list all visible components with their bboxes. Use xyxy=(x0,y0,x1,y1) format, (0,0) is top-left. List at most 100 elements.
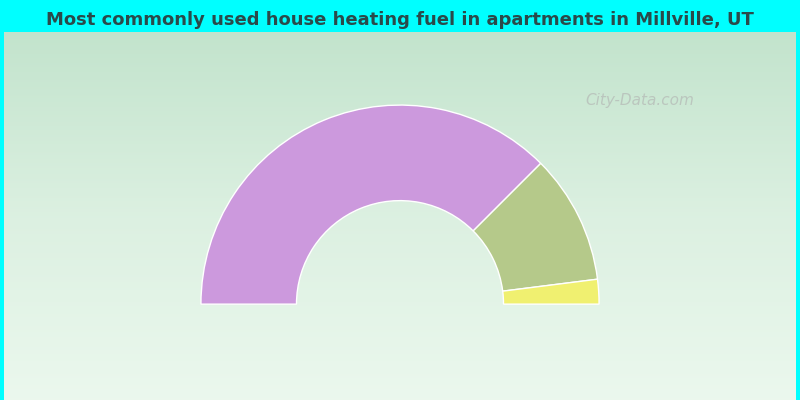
Bar xyxy=(4,271,796,273)
Bar xyxy=(4,52,796,54)
Bar xyxy=(4,354,796,356)
Bar xyxy=(4,118,796,120)
Bar xyxy=(4,216,796,218)
Bar xyxy=(4,34,796,36)
Bar xyxy=(4,100,796,102)
Bar xyxy=(4,92,796,94)
Bar xyxy=(4,96,796,98)
Bar xyxy=(4,127,796,130)
Bar xyxy=(4,286,796,288)
Bar xyxy=(4,63,796,65)
Bar xyxy=(4,43,796,45)
Bar xyxy=(4,376,796,378)
Bar xyxy=(4,243,796,246)
Bar xyxy=(4,41,796,43)
Bar xyxy=(4,363,796,365)
Bar xyxy=(4,44,796,47)
Bar xyxy=(4,287,796,290)
Bar xyxy=(4,388,796,391)
Bar xyxy=(4,136,796,139)
Bar xyxy=(4,284,796,286)
Bar xyxy=(4,102,796,104)
Bar xyxy=(4,214,796,216)
Bar xyxy=(4,89,796,91)
Bar xyxy=(4,192,796,194)
Bar xyxy=(4,306,796,308)
Text: Most commonly used house heating fuel in apartments in Millville, UT: Most commonly used house heating fuel in… xyxy=(46,11,754,29)
Bar xyxy=(4,59,796,62)
Bar xyxy=(4,133,796,135)
Bar xyxy=(4,87,796,89)
Bar xyxy=(4,387,796,389)
Bar xyxy=(4,181,796,183)
Bar xyxy=(4,390,796,393)
Bar xyxy=(4,68,796,71)
Bar xyxy=(4,50,796,52)
Bar xyxy=(4,175,796,177)
Bar xyxy=(4,256,796,258)
Bar xyxy=(4,105,796,108)
Bar xyxy=(4,66,796,69)
Bar xyxy=(4,346,796,348)
Bar xyxy=(4,157,796,159)
Bar xyxy=(4,65,796,67)
Bar xyxy=(4,140,796,142)
Bar xyxy=(4,394,796,396)
Bar xyxy=(4,280,796,282)
Bar xyxy=(4,48,796,50)
Bar xyxy=(4,221,796,223)
Bar xyxy=(4,85,796,87)
Bar xyxy=(4,177,796,179)
Bar xyxy=(4,249,796,251)
Bar xyxy=(4,172,796,174)
Bar xyxy=(4,245,796,247)
Bar xyxy=(4,326,796,328)
Bar xyxy=(4,74,796,76)
Bar xyxy=(4,236,796,238)
Text: City-Data.com: City-Data.com xyxy=(586,92,694,108)
Bar xyxy=(4,212,796,214)
Bar xyxy=(4,72,796,74)
Bar xyxy=(4,223,796,225)
Bar xyxy=(4,195,796,198)
Bar xyxy=(4,90,796,93)
Bar xyxy=(4,184,796,186)
Bar xyxy=(4,201,796,203)
Bar xyxy=(4,138,796,140)
Bar xyxy=(4,322,796,324)
Bar xyxy=(4,240,796,242)
Bar xyxy=(4,324,796,326)
Bar xyxy=(4,262,796,264)
Bar xyxy=(4,218,796,220)
Bar xyxy=(4,32,796,34)
Bar xyxy=(4,129,796,131)
Bar xyxy=(4,341,796,343)
Bar xyxy=(4,162,796,164)
Bar xyxy=(4,160,796,163)
Bar xyxy=(4,282,796,284)
Bar xyxy=(4,116,796,118)
Bar xyxy=(4,313,796,315)
Bar xyxy=(4,339,796,341)
Bar xyxy=(4,124,796,126)
Wedge shape xyxy=(502,279,599,304)
Bar xyxy=(4,166,796,168)
Bar xyxy=(4,149,796,152)
Bar xyxy=(4,352,796,354)
Bar xyxy=(4,328,796,330)
Bar xyxy=(4,296,796,299)
Bar xyxy=(4,98,796,100)
Bar xyxy=(4,374,796,376)
Bar xyxy=(4,274,796,277)
Bar xyxy=(4,186,796,188)
Bar xyxy=(4,144,796,146)
Bar xyxy=(4,247,796,249)
Bar xyxy=(4,357,796,360)
Bar xyxy=(4,146,796,148)
Bar xyxy=(4,219,796,222)
Bar xyxy=(4,350,796,352)
Bar xyxy=(4,126,796,128)
Bar xyxy=(4,302,796,304)
Bar xyxy=(4,122,796,124)
Bar xyxy=(4,228,796,231)
